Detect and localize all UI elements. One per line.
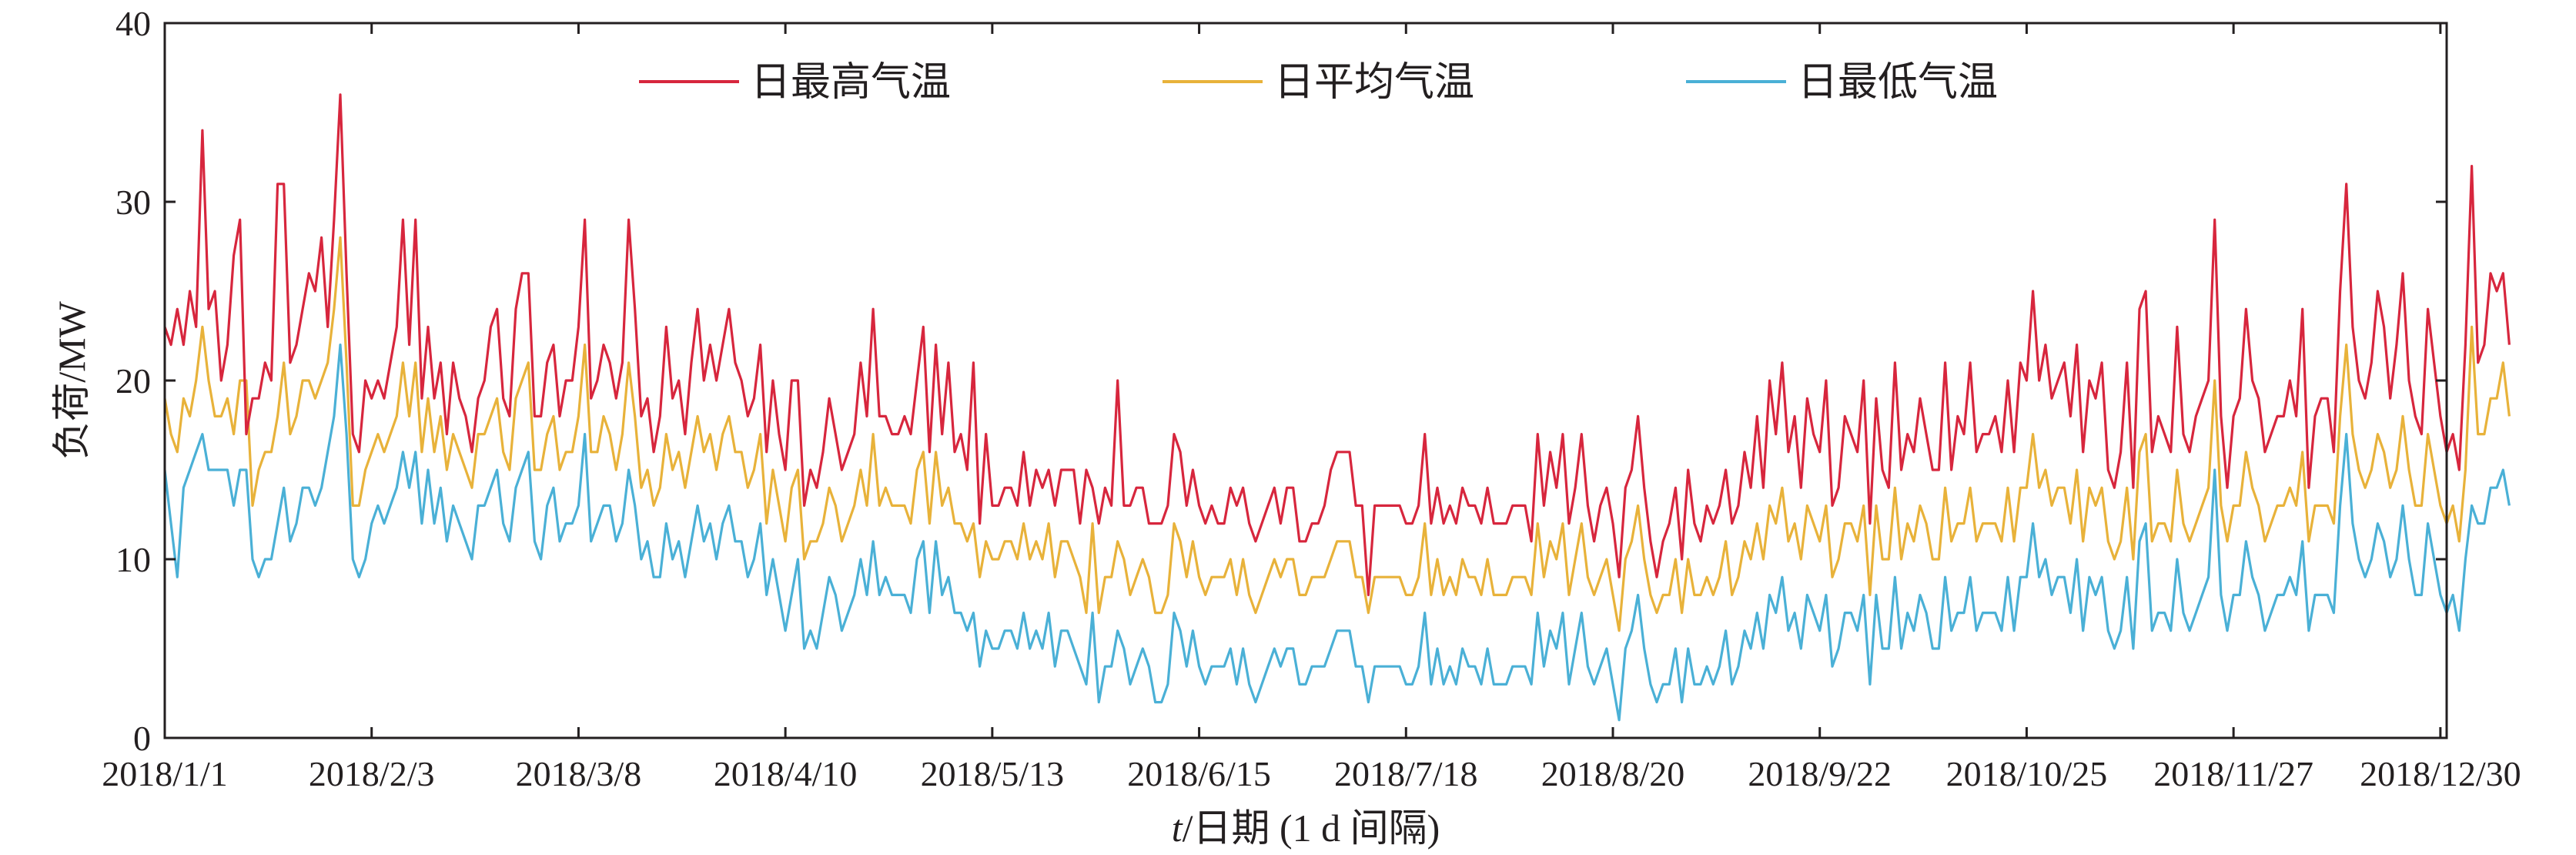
x-tick-label: 2018/10/25 [1946,754,2108,793]
series-line-3 [163,344,2511,722]
plot-frame [163,22,2448,739]
series-line-2 [163,236,2511,632]
legend-label-3: 日最低气温 [1798,61,1998,105]
x-axis: 2018/1/1 2018/2/3 2018/3/8 2018/4/10 2018/5/… [102,23,2521,793]
y-tick-label: 40 [115,4,151,43]
y-axis-title: 负荷/MW [50,300,93,459]
series-layer [163,93,2511,722]
x-tick-label: 2018/3/8 [516,754,642,793]
y-tick-label: 10 [115,540,151,579]
x-tick-label: 2018/8/20 [1541,754,1685,793]
x-tick-label: 2018/2/3 [309,754,435,793]
x-axis-title-text: /日期 (1 d 间隔) [1183,806,1440,850]
series-line-1 [163,93,2511,597]
y-tick-label: 30 [115,183,151,222]
x-tick-label: 2018/4/10 [714,754,858,793]
x-tick-label: 2018/1/1 [102,754,228,793]
x-tick-label: 2018/12/30 [2360,754,2521,793]
x-tick-label: 2018/7/18 [1334,754,1478,793]
y-axis: 0 10 20 30 40 [115,4,2447,758]
legend-label-2: 日平均气温 [1274,61,1474,105]
y-tick-label: 0 [133,719,151,758]
legend: 日最高气温 日平均气温 日最低气温 [639,61,1998,105]
x-tick-label: 2018/11/27 [2153,754,2313,793]
x-axis-title-variable: t [1172,806,1183,850]
x-tick-label: 2018/9/22 [1748,754,1892,793]
x-axis-title: t/日期 (1 d 间隔) [1172,806,1440,850]
legend-label-1: 日最高气温 [751,61,951,105]
x-tick-label: 2018/5/13 [921,754,1065,793]
x-tick-label: 2018/6/15 [1127,754,1271,793]
y-tick-label: 20 [115,361,151,401]
